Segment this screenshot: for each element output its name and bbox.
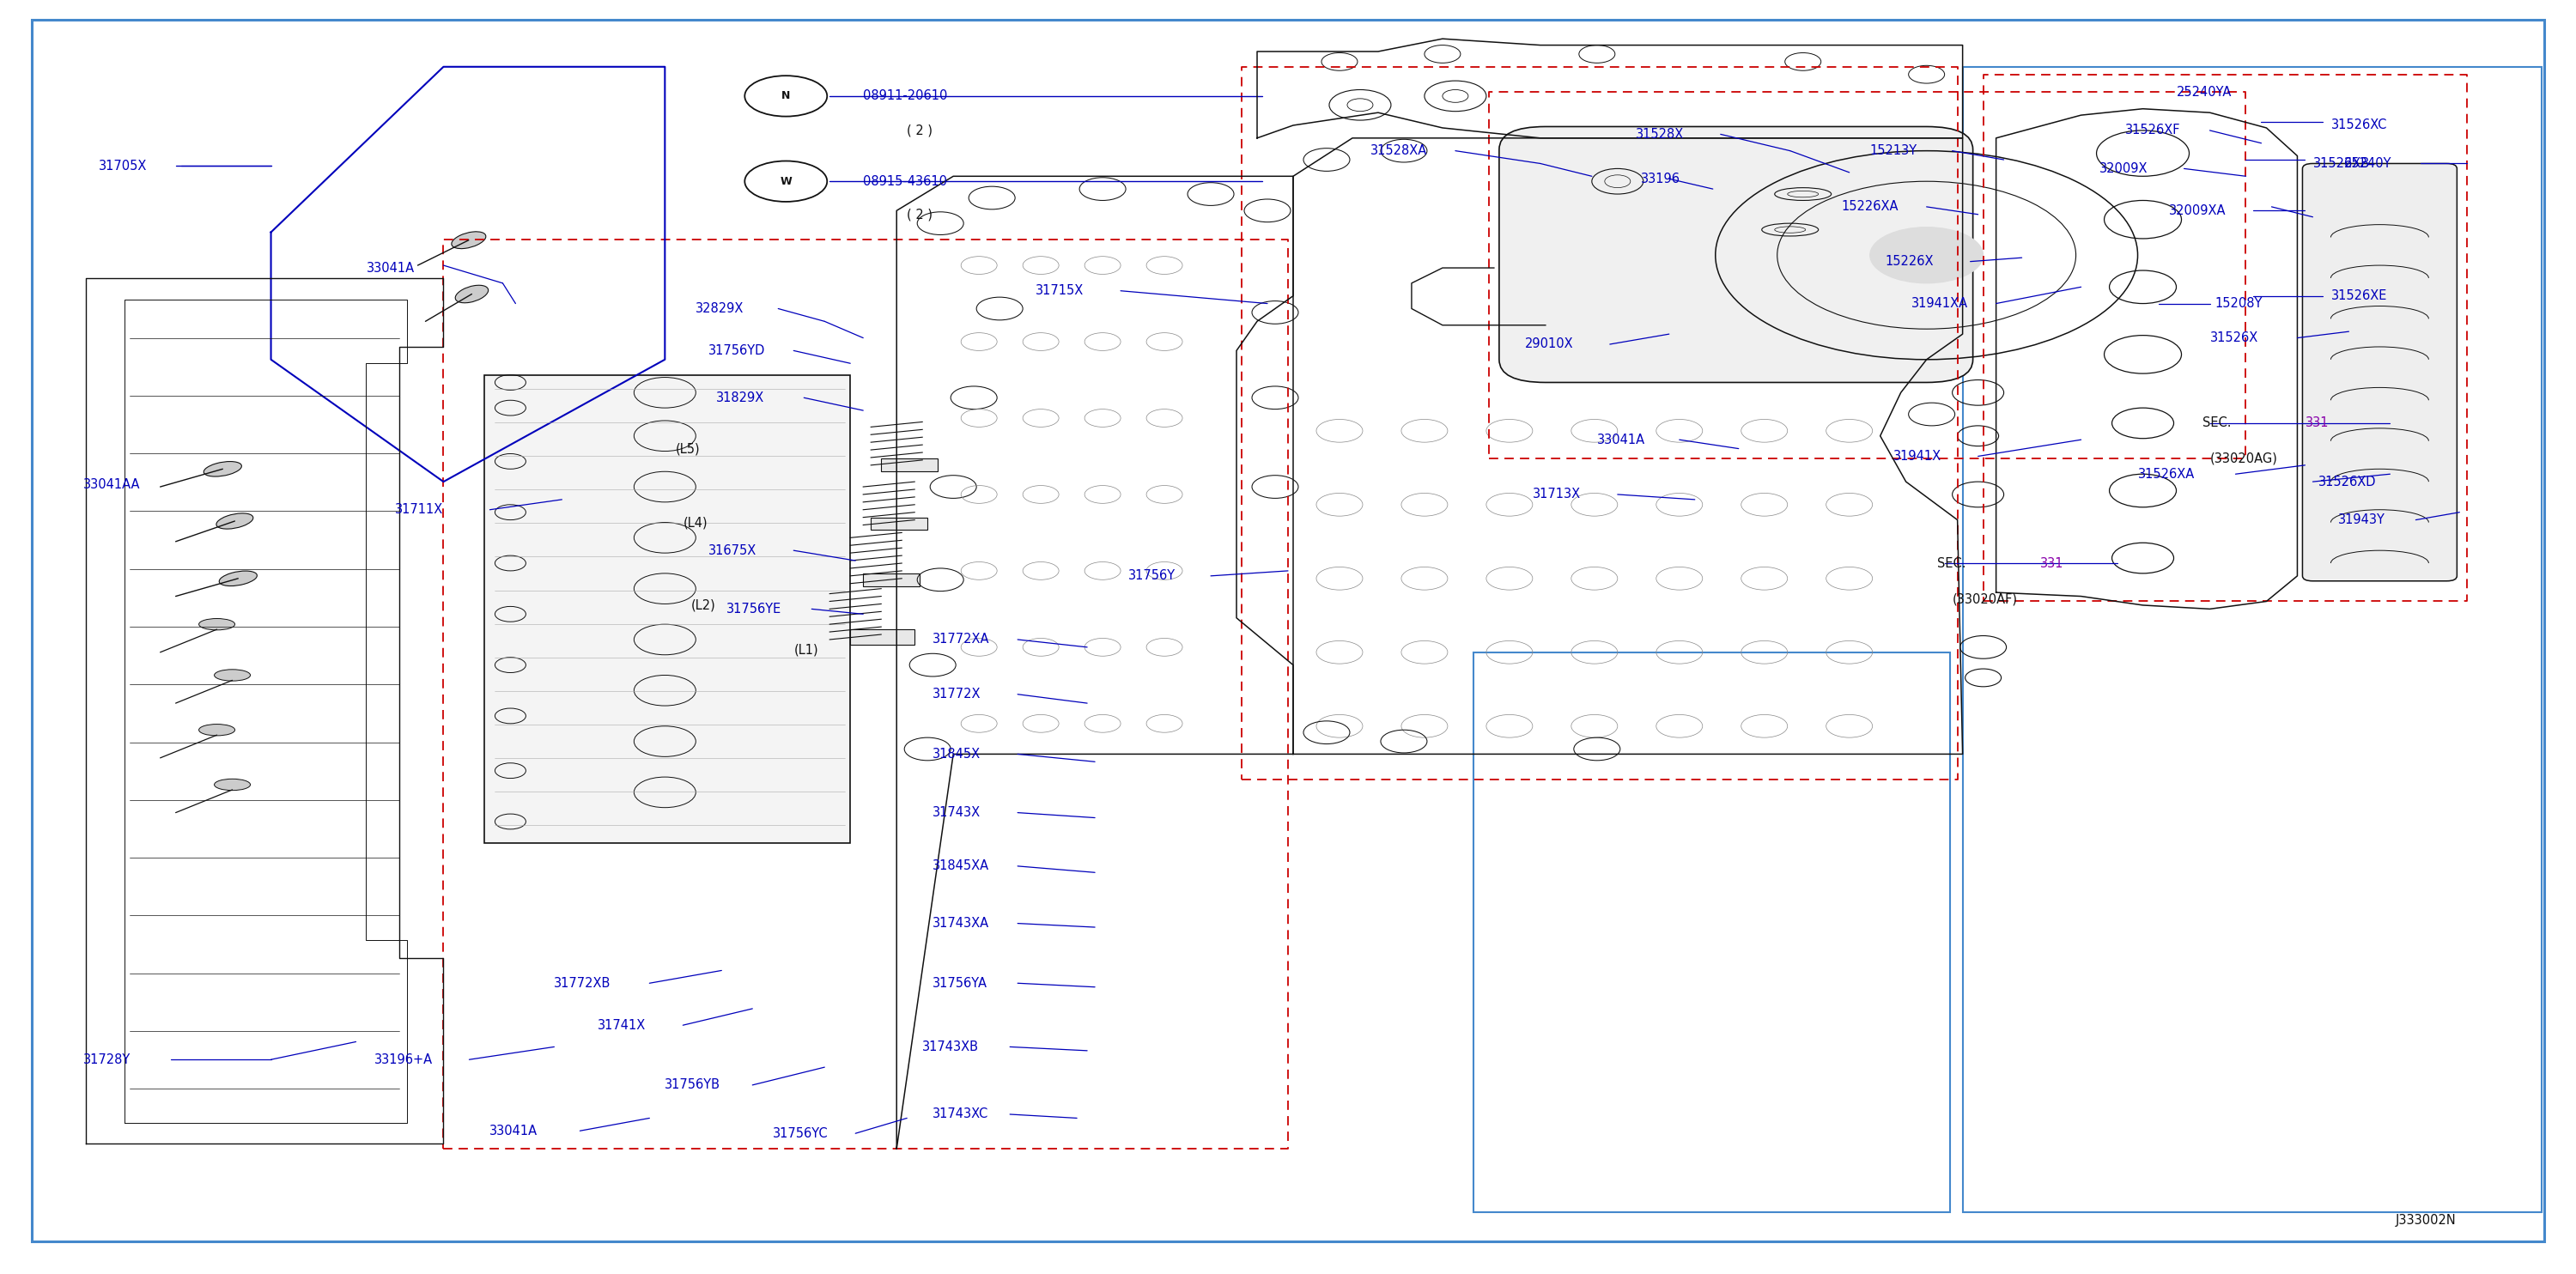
Text: 25240Y: 25240Y <box>2344 157 2391 169</box>
Text: 33041AA: 33041AA <box>82 478 139 490</box>
Text: 31772X: 31772X <box>933 688 981 701</box>
Bar <box>863 573 920 586</box>
Text: 31526XC: 31526XC <box>2331 118 2388 131</box>
Text: 32009XA: 32009XA <box>2169 204 2226 217</box>
Text: 31772XA: 31772XA <box>933 633 989 646</box>
FancyBboxPatch shape <box>1499 126 1973 382</box>
Ellipse shape <box>214 669 250 680</box>
Text: 31705X: 31705X <box>98 159 147 172</box>
Text: 31756Y: 31756Y <box>1128 569 1175 582</box>
Text: 31526XF: 31526XF <box>2125 124 2179 136</box>
Text: 15226XA: 15226XA <box>1842 200 1899 213</box>
Text: 31743XC: 31743XC <box>933 1108 989 1121</box>
Bar <box>871 517 927 530</box>
Text: (L1): (L1) <box>793 643 819 656</box>
Text: 31528X: 31528X <box>1636 127 1685 140</box>
Text: (33020AG): (33020AG) <box>2210 452 2277 465</box>
Text: (L5): (L5) <box>675 442 701 455</box>
Text: 31711X: 31711X <box>394 503 443 516</box>
Bar <box>1963 66 2543 1213</box>
Text: 32009X: 32009X <box>2099 162 2148 175</box>
Bar <box>484 375 850 843</box>
Text: 31756YA: 31756YA <box>933 977 987 990</box>
Text: 08915-43610: 08915-43610 <box>863 175 948 187</box>
Ellipse shape <box>198 724 234 735</box>
Text: 15213Y: 15213Y <box>1870 144 1917 157</box>
Text: 31941X: 31941X <box>1893 450 1942 462</box>
Bar <box>850 629 914 645</box>
Text: N: N <box>781 90 791 102</box>
Text: 33041A: 33041A <box>1597 433 1646 446</box>
Text: 31756YD: 31756YD <box>708 344 765 357</box>
Text: 31829X: 31829X <box>716 391 765 404</box>
Text: 15226X: 15226X <box>1886 255 1935 268</box>
Text: 31941XA: 31941XA <box>1911 297 1968 310</box>
Text: 32829X: 32829X <box>696 302 744 315</box>
Text: ( 2 ): ( 2 ) <box>907 124 933 136</box>
Text: 15208Y: 15208Y <box>2215 297 2262 310</box>
Text: 31526XD: 31526XD <box>2318 475 2375 488</box>
Text: 31526XB: 31526XB <box>2313 157 2370 169</box>
Text: 31845X: 31845X <box>933 748 981 761</box>
Text: 31728Y: 31728Y <box>82 1054 131 1066</box>
Text: 31526XE: 31526XE <box>2331 289 2388 302</box>
Ellipse shape <box>214 778 250 790</box>
Ellipse shape <box>216 513 252 529</box>
Text: 25240YA: 25240YA <box>2177 85 2231 98</box>
Text: 31675X: 31675X <box>708 544 757 557</box>
Ellipse shape <box>456 285 489 303</box>
Text: 31772XB: 31772XB <box>554 977 611 990</box>
Text: ( 2 ): ( 2 ) <box>907 208 933 220</box>
Text: W: W <box>781 176 791 187</box>
Ellipse shape <box>198 619 234 631</box>
FancyBboxPatch shape <box>2303 163 2458 581</box>
Text: SEC.: SEC. <box>2202 417 2231 429</box>
Text: 331: 331 <box>2306 417 2329 429</box>
Text: 31526XA: 31526XA <box>2138 468 2195 480</box>
Circle shape <box>1870 227 1984 283</box>
Text: 31528XA: 31528XA <box>1370 144 1427 157</box>
Text: 31743XA: 31743XA <box>933 917 989 930</box>
Text: SEC.: SEC. <box>1937 557 1965 569</box>
Text: 31845XA: 31845XA <box>933 860 989 873</box>
Text: (L4): (L4) <box>683 516 708 529</box>
Text: 33196: 33196 <box>1641 172 1680 185</box>
Text: 08911-20610: 08911-20610 <box>863 89 948 102</box>
Text: 33196+A: 33196+A <box>374 1054 433 1066</box>
Text: (L2): (L2) <box>690 599 716 612</box>
Text: 31756YE: 31756YE <box>726 603 783 615</box>
Text: J333002N: J333002N <box>2396 1214 2455 1227</box>
Text: 31743XB: 31743XB <box>922 1041 979 1054</box>
Text: 31715X: 31715X <box>1036 284 1084 297</box>
Text: 31943Y: 31943Y <box>2339 513 2385 526</box>
Bar <box>881 459 938 471</box>
Ellipse shape <box>219 571 258 586</box>
Text: 331: 331 <box>2040 557 2063 569</box>
Text: 29010X: 29010X <box>1525 338 1574 350</box>
Text: 33041A: 33041A <box>366 261 415 274</box>
Text: 31713X: 31713X <box>1533 488 1582 501</box>
Text: 31741X: 31741X <box>598 1019 647 1032</box>
Ellipse shape <box>451 232 487 248</box>
Text: 31743X: 31743X <box>933 806 981 819</box>
Bar <box>1473 652 1950 1213</box>
Text: 31756YB: 31756YB <box>665 1079 721 1092</box>
Text: (33020AF): (33020AF) <box>1953 592 2017 605</box>
Ellipse shape <box>204 461 242 476</box>
Text: 31756YC: 31756YC <box>773 1127 829 1140</box>
Text: 31526X: 31526X <box>2210 331 2259 344</box>
Text: 33041A: 33041A <box>489 1125 538 1138</box>
